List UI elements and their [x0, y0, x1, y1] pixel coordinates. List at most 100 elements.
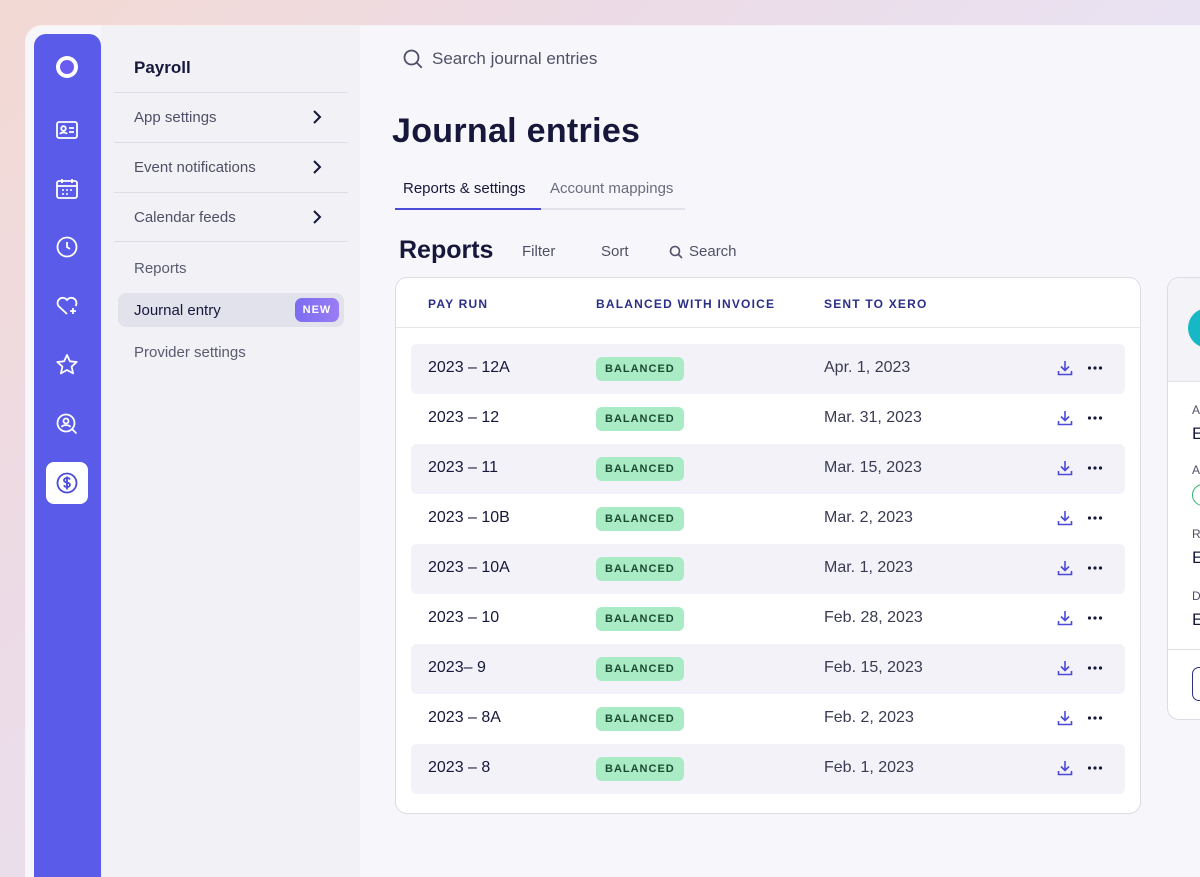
- status-badge: BALANCED: [596, 407, 684, 431]
- status-badge: BALANCED: [596, 557, 684, 581]
- reports-heading: Reports: [399, 236, 494, 264]
- submenu-item-reports[interactable]: Reports: [114, 251, 348, 285]
- status-badge: BALANCED: [596, 607, 684, 631]
- side-card-button[interactable]: [1192, 667, 1200, 701]
- table-row[interactable]: 2023– 9 BALANCED Feb. 15, 2023: [411, 644, 1125, 694]
- status-badge: BALANCED: [596, 757, 684, 781]
- table-row[interactable]: 2023 – 10A BALANCED Mar. 1, 2023: [411, 544, 1125, 594]
- heart-plus-icon[interactable]: [46, 285, 88, 327]
- sent-date-cell: Mar. 2, 2023: [824, 509, 913, 526]
- submenu-item-app-settings[interactable]: App settings: [114, 92, 348, 142]
- pay-run-cell: 2023 – 11: [428, 459, 498, 476]
- download-icon[interactable]: [1056, 359, 1074, 377]
- search-icon: [403, 49, 423, 69]
- download-icon[interactable]: [1056, 509, 1074, 527]
- submenu-item-label: Event notifications: [134, 159, 256, 176]
- filter-label: Filter: [522, 243, 556, 260]
- more-options-icon[interactable]: [1087, 559, 1103, 577]
- pay-run-cell: 2023 – 12A: [428, 359, 510, 376]
- star-icon[interactable]: [46, 344, 88, 386]
- table-row[interactable]: 2023 – 8A BALANCED Feb. 2, 2023: [411, 694, 1125, 744]
- table-row[interactable]: 2023 – 10 BALANCED Feb. 28, 2023: [411, 594, 1125, 644]
- search-label: Search: [689, 243, 737, 260]
- download-icon[interactable]: [1056, 659, 1074, 677]
- side-value: E: [1192, 424, 1200, 443]
- submenu-item-label: Calendar feeds: [134, 208, 236, 226]
- table-row[interactable]: 2023 – 8 BALANCED Feb. 1, 2023: [411, 744, 1125, 794]
- download-icon[interactable]: [1056, 559, 1074, 577]
- search-person-icon[interactable]: [46, 403, 88, 445]
- journal-search[interactable]: Search journal entries: [402, 48, 597, 70]
- submenu-item-journal-entry[interactable]: Journal entry NEW: [118, 293, 344, 327]
- side-label: R: [1192, 527, 1200, 541]
- sent-date-cell: Mar. 15, 2023: [824, 459, 922, 476]
- download-icon[interactable]: [1056, 609, 1074, 627]
- submenu-item-provider-settings[interactable]: Provider settings: [114, 335, 348, 369]
- more-options-icon[interactable]: [1087, 709, 1103, 727]
- chevron-right-icon: [313, 210, 322, 224]
- tab-account-mappings[interactable]: Account mappings: [550, 180, 674, 197]
- sent-date-cell: Feb. 1, 2023: [824, 759, 914, 776]
- search-input[interactable]: Search journal entries: [432, 49, 598, 68]
- more-options-icon[interactable]: [1087, 459, 1103, 477]
- more-options-icon[interactable]: [1087, 509, 1103, 527]
- column-header-balanced[interactable]: BALANCED WITH INVOICE: [596, 297, 776, 311]
- dollar-icon[interactable]: [46, 462, 88, 504]
- payroll-submenu: Payroll App settings Event notifications…: [101, 26, 360, 877]
- submenu-item-event-notifications[interactable]: Event notifications: [114, 142, 348, 192]
- calendar-icon[interactable]: [46, 168, 88, 210]
- submenu-item-label: Journal entry: [134, 301, 221, 319]
- new-badge: NEW: [295, 298, 339, 322]
- status-badge: BALANCED: [596, 657, 684, 681]
- column-header-sent-to-xero[interactable]: SENT TO XERO: [824, 297, 928, 311]
- pay-run-cell: 2023 – 8A: [428, 709, 501, 726]
- table-row[interactable]: 2023 – 12A BALANCED Apr. 1, 2023: [411, 344, 1125, 394]
- active-tab-indicator: [395, 208, 541, 210]
- tab-reports-settings[interactable]: Reports & settings: [403, 180, 526, 197]
- status-badge: BALANCED: [596, 707, 684, 731]
- divider: [1168, 649, 1200, 650]
- more-options-icon[interactable]: [1087, 659, 1103, 677]
- download-icon[interactable]: [1056, 709, 1074, 727]
- download-icon[interactable]: [1056, 459, 1074, 477]
- submenu-title: Payroll: [134, 58, 191, 77]
- table-row[interactable]: 2023 – 11 BALANCED Mar. 15, 2023: [411, 444, 1125, 494]
- table-header: PAY RUN BALANCED WITH INVOICE SENT TO XE…: [396, 278, 1140, 328]
- more-options-icon[interactable]: [1087, 609, 1103, 627]
- pay-run-cell: 2023 – 10B: [428, 509, 510, 526]
- submenu-item-label: Provider settings: [134, 343, 246, 361]
- side-value: E: [1192, 610, 1200, 629]
- more-options-icon[interactable]: [1087, 359, 1103, 377]
- tab-bar: Reports & settings Account mappings: [395, 176, 685, 210]
- pay-run-cell: 2023– 9: [428, 659, 486, 676]
- filter-button[interactable]: Filter: [522, 243, 555, 260]
- side-label: A: [1192, 403, 1200, 417]
- detail-side-card: A E A R E D E: [1167, 277, 1200, 720]
- sort-button[interactable]: Sort: [601, 243, 629, 260]
- column-header-pay-run[interactable]: PAY RUN: [428, 297, 489, 311]
- status-badge: BALANCED: [596, 357, 684, 381]
- more-options-icon[interactable]: [1087, 409, 1103, 427]
- search-button[interactable]: Search: [669, 243, 737, 260]
- table-row[interactable]: 2023 – 12 BALANCED Mar. 31, 2023: [411, 394, 1125, 444]
- sent-date-cell: Mar. 31, 2023: [824, 409, 922, 426]
- sent-date-cell: Feb. 2, 2023: [824, 709, 914, 726]
- download-icon[interactable]: [1056, 759, 1074, 777]
- status-badge: BALANCED: [596, 507, 684, 531]
- clock-icon[interactable]: [46, 226, 88, 268]
- contact-card-icon[interactable]: [46, 109, 88, 151]
- icon-rail: [34, 34, 101, 877]
- pay-run-cell: 2023 – 12: [428, 409, 500, 426]
- table-row[interactable]: 2023 – 10B BALANCED Mar. 2, 2023: [411, 494, 1125, 544]
- more-options-icon[interactable]: [1087, 759, 1103, 777]
- search-icon: [669, 245, 683, 259]
- download-icon[interactable]: [1056, 409, 1074, 427]
- logo-icon[interactable]: [46, 46, 88, 88]
- sent-date-cell: Apr. 1, 2023: [824, 359, 911, 376]
- submenu-item-calendar-feeds[interactable]: Calendar feeds: [114, 192, 348, 242]
- reports-table: PAY RUN BALANCED WITH INVOICE SENT TO XE…: [395, 277, 1141, 814]
- pay-run-cell: 2023 – 10A: [428, 559, 510, 576]
- side-card-header: [1168, 278, 1200, 382]
- status-badge: BALANCED: [596, 457, 684, 481]
- status-check-icon: [1192, 484, 1200, 506]
